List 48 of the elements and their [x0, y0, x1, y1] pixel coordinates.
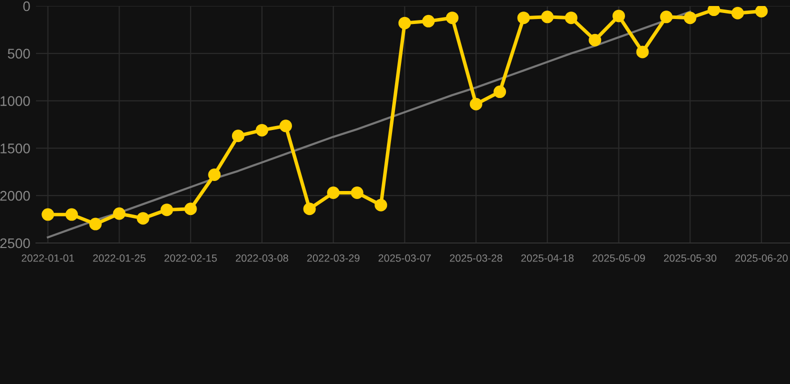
y-tick-label: 2000	[0, 190, 30, 201]
point	[184, 202, 197, 216]
point	[731, 6, 744, 20]
point	[113, 207, 126, 220]
point	[517, 12, 530, 24]
point	[446, 12, 458, 24]
y-tick-label: 2500	[0, 238, 30, 248]
point	[256, 124, 268, 136]
point	[588, 34, 602, 46]
x-tick-label: 2022-02-15	[164, 254, 217, 262]
point	[303, 202, 316, 216]
x-tick-label: 2022-03-29	[307, 254, 360, 262]
point	[232, 130, 244, 142]
x-tick-label: 2025-06-20	[735, 254, 788, 262]
point	[160, 204, 174, 216]
x-tick-label: 2025-04-18	[521, 254, 574, 262]
x-tick-label: 2022-01-01	[22, 254, 74, 262]
point	[208, 168, 221, 181]
point	[541, 10, 554, 24]
point	[564, 12, 578, 24]
point	[136, 212, 150, 225]
point	[279, 120, 292, 132]
x-tick-label: 2022-01-25	[93, 254, 146, 262]
point	[422, 14, 435, 28]
x-tick-label: 2025-05-09	[592, 254, 645, 262]
x-tick-label: 2025-05-30	[664, 254, 716, 262]
point	[42, 208, 54, 221]
point	[89, 218, 102, 230]
point	[470, 98, 482, 110]
x-tick-label: 2025-03-07	[378, 254, 431, 262]
x-tick-label: 2022-03-08	[236, 254, 288, 262]
point	[327, 186, 340, 200]
x-tick-label: 2025-03-28	[450, 254, 502, 262]
point	[684, 12, 696, 24]
point	[612, 10, 625, 22]
point	[398, 16, 411, 30]
y-tick-label: 1000	[0, 96, 30, 106]
point	[494, 86, 506, 98]
point	[374, 198, 388, 212]
point	[708, 6, 720, 16]
point	[350, 186, 364, 200]
y-tick-label: 500	[8, 48, 30, 59]
y-tick-label: 1500	[0, 144, 30, 154]
point	[755, 6, 768, 18]
point	[636, 46, 649, 58]
point	[660, 10, 673, 24]
point	[65, 208, 78, 221]
y-tick-label: 0	[23, 1, 30, 12]
